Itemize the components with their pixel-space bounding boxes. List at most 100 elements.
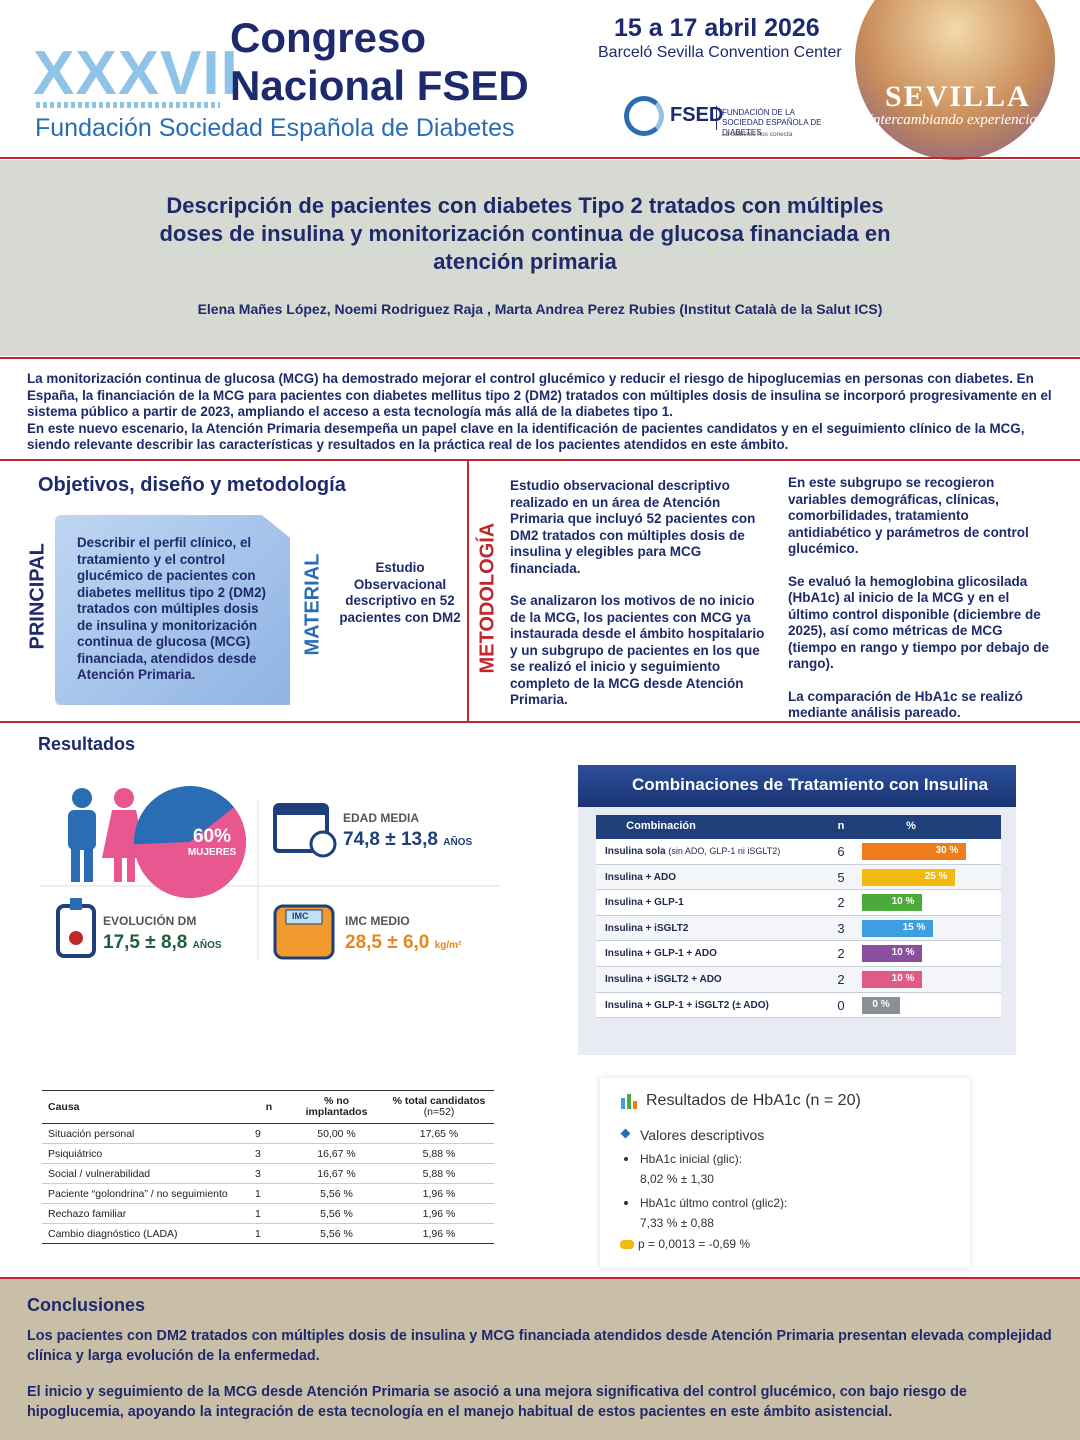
title: Descripción de pacientes con diabetes Ti… xyxy=(159,193,891,274)
paragraph: La monitorización continua de glucosa (M… xyxy=(27,371,1052,419)
cell-n: 3 xyxy=(837,920,845,936)
cell-n: 5 xyxy=(837,869,845,885)
bar-label: 10 % xyxy=(891,896,915,908)
logo-tagline: La diabetes nos conecta xyxy=(722,131,793,138)
foundation: Fundación Sociedad Española de Diabetes xyxy=(35,114,515,142)
cell: 9 xyxy=(255,1127,261,1140)
bar xyxy=(862,843,966,860)
p-value: p = 0,0013 = -0,69 % xyxy=(638,1237,751,1251)
cell: 1,96 % xyxy=(422,1227,456,1240)
bullet xyxy=(624,1157,628,1161)
causes-table: Causa n % no implantados % total candidatos… xyxy=(42,1090,494,1244)
cell-n: 2 xyxy=(837,971,845,987)
stat-label: EDAD MEDIA xyxy=(343,811,420,825)
cell: 1,96 % xyxy=(422,1187,456,1200)
icon xyxy=(309,830,337,858)
hba1c-item: HbA1c inicial (glic): 8,02 % ± 1,30 xyxy=(622,1152,962,1186)
bar xyxy=(862,919,933,937)
header-text: % no implantados xyxy=(305,1095,368,1118)
cell: 16,67 % xyxy=(317,1147,356,1160)
cell: Insulina sola (sin ADO, GLP-1 ni iSGLT2) xyxy=(605,846,780,857)
table-row: Insulina sola (sin ADO, GLP-1 ni iSGLT2)… xyxy=(596,839,1001,865)
table-row: Cambio diagnóstico (LADA) 1 5,56 % 1,96 % xyxy=(42,1224,494,1244)
combination: Insulina sola xyxy=(605,846,666,857)
separator xyxy=(0,357,1080,359)
combination: Insulina + GLP-1 + iSGLT2 (± ADO) xyxy=(605,999,769,1011)
logo-acronym: FSED xyxy=(670,104,724,126)
cell: Insulina + iSGLT2 xyxy=(605,923,688,934)
hba1c-items: HbA1c inicial (glic): 8,02 % ± 1,30 HbA1c … xyxy=(622,1152,962,1240)
cell: Psiquiátrico xyxy=(48,1147,103,1160)
stat-unit: AÑOS xyxy=(192,940,222,951)
cell: Rechazo familiar xyxy=(48,1207,127,1220)
stat-label: EVOLUCIÓN DM xyxy=(103,914,197,928)
cell: Cambio diagnóstico (LADA) xyxy=(48,1227,178,1240)
hba1c-item: HbA1c últmo control (glic2): 7,33 % ± 0,8… xyxy=(622,1196,962,1230)
stat-value: 17,5 ± 8,8 xyxy=(103,932,188,953)
cell: 5,88 % xyxy=(422,1167,456,1180)
panel-title: Combinaciones de Tratamiento con Insulin… xyxy=(578,765,1016,807)
combination: Insulina + GLP-1 xyxy=(605,897,684,909)
objective-box xyxy=(55,515,290,705)
bar xyxy=(862,894,922,912)
pie-slice xyxy=(134,807,246,898)
panel-title: Resultados de HbA1c (n = 20) xyxy=(646,1092,861,1109)
icon xyxy=(620,1240,634,1249)
cell: Insulina + GLP-1 xyxy=(605,897,684,908)
header-note: (n=52) xyxy=(423,1106,455,1118)
separator xyxy=(0,1277,1080,1279)
table-row: Situación personal 9 50,00 % 17,65 % xyxy=(42,1124,494,1144)
methodology-column: En este subgrupo se recogieron variables… xyxy=(788,475,1050,738)
pie-label: 60% xyxy=(192,826,232,847)
icon xyxy=(114,788,134,808)
icon xyxy=(285,909,323,925)
icon xyxy=(127,856,135,882)
combination: Insulina + iSGLT2 xyxy=(605,922,689,934)
pie-caption: MUJERES xyxy=(187,847,237,858)
demographics xyxy=(40,786,500,960)
paragraph: En este subgrupo se recogieron variables… xyxy=(788,475,1029,556)
paragraph: Se analizaron los motivos de no inicio d… xyxy=(510,593,765,707)
header-text: Causa xyxy=(48,1100,80,1113)
table-row: Insulina + GLP-1 2 10 % xyxy=(596,890,1001,916)
title-box xyxy=(0,160,1080,356)
bar xyxy=(862,945,922,963)
cell: Situación personal xyxy=(48,1127,135,1140)
cell: 1 xyxy=(255,1227,261,1240)
paragraph: Estudio observacional descriptivo realiz… xyxy=(510,478,756,576)
bar-label: 10 % xyxy=(891,947,915,959)
combination: Insulina + GLP-1 + ADO xyxy=(605,948,717,960)
column-header: n xyxy=(249,1091,289,1124)
cell: 17,65 % xyxy=(419,1127,459,1140)
methodology-column: Estudio observacional descriptivo realiz… xyxy=(510,478,765,725)
item-label: HbA1c últmo control (glic2): xyxy=(640,1196,788,1210)
separator xyxy=(467,460,469,722)
column-header: % no implantados xyxy=(289,1091,384,1124)
logo-icon xyxy=(624,96,664,136)
insulin-table: Combinación n% Insulina sola (sin ADO, GLP… xyxy=(596,815,1001,1019)
separator xyxy=(0,157,1080,159)
cell: Insulina + GLP-1 + ADO xyxy=(605,948,717,959)
bar-label: 0 % xyxy=(872,998,890,1010)
cell: 50,00 % xyxy=(317,1127,356,1140)
subtitle: Valores descriptivos xyxy=(640,1127,765,1143)
icon-text: IMC xyxy=(292,911,309,921)
cell-n: 0 xyxy=(837,997,845,1013)
icon xyxy=(71,848,80,882)
table-row: Insulina + iSGLT2 + ADO 2 10 % xyxy=(596,966,1001,993)
cell: 5,56 % xyxy=(320,1187,353,1200)
table-row: Insulina + iSGLT2 3 15 % xyxy=(596,915,1001,942)
column-header: Combinación xyxy=(626,820,696,832)
stat-value: 28,5 ± 6,0 xyxy=(345,932,430,953)
bar-label: 15 % xyxy=(902,921,926,933)
cell: 3 xyxy=(255,1147,261,1160)
cell: 16,67 % xyxy=(317,1167,356,1180)
bar-label: 10 % xyxy=(891,972,915,984)
vertical-label: MATERIAL xyxy=(301,553,324,656)
cell: Insulina + ADO xyxy=(605,872,676,883)
divider xyxy=(716,106,717,130)
column-header: Causa xyxy=(42,1091,249,1124)
cell: 5,56 % xyxy=(320,1227,353,1240)
section-heading: Conclusiones xyxy=(27,1295,146,1315)
